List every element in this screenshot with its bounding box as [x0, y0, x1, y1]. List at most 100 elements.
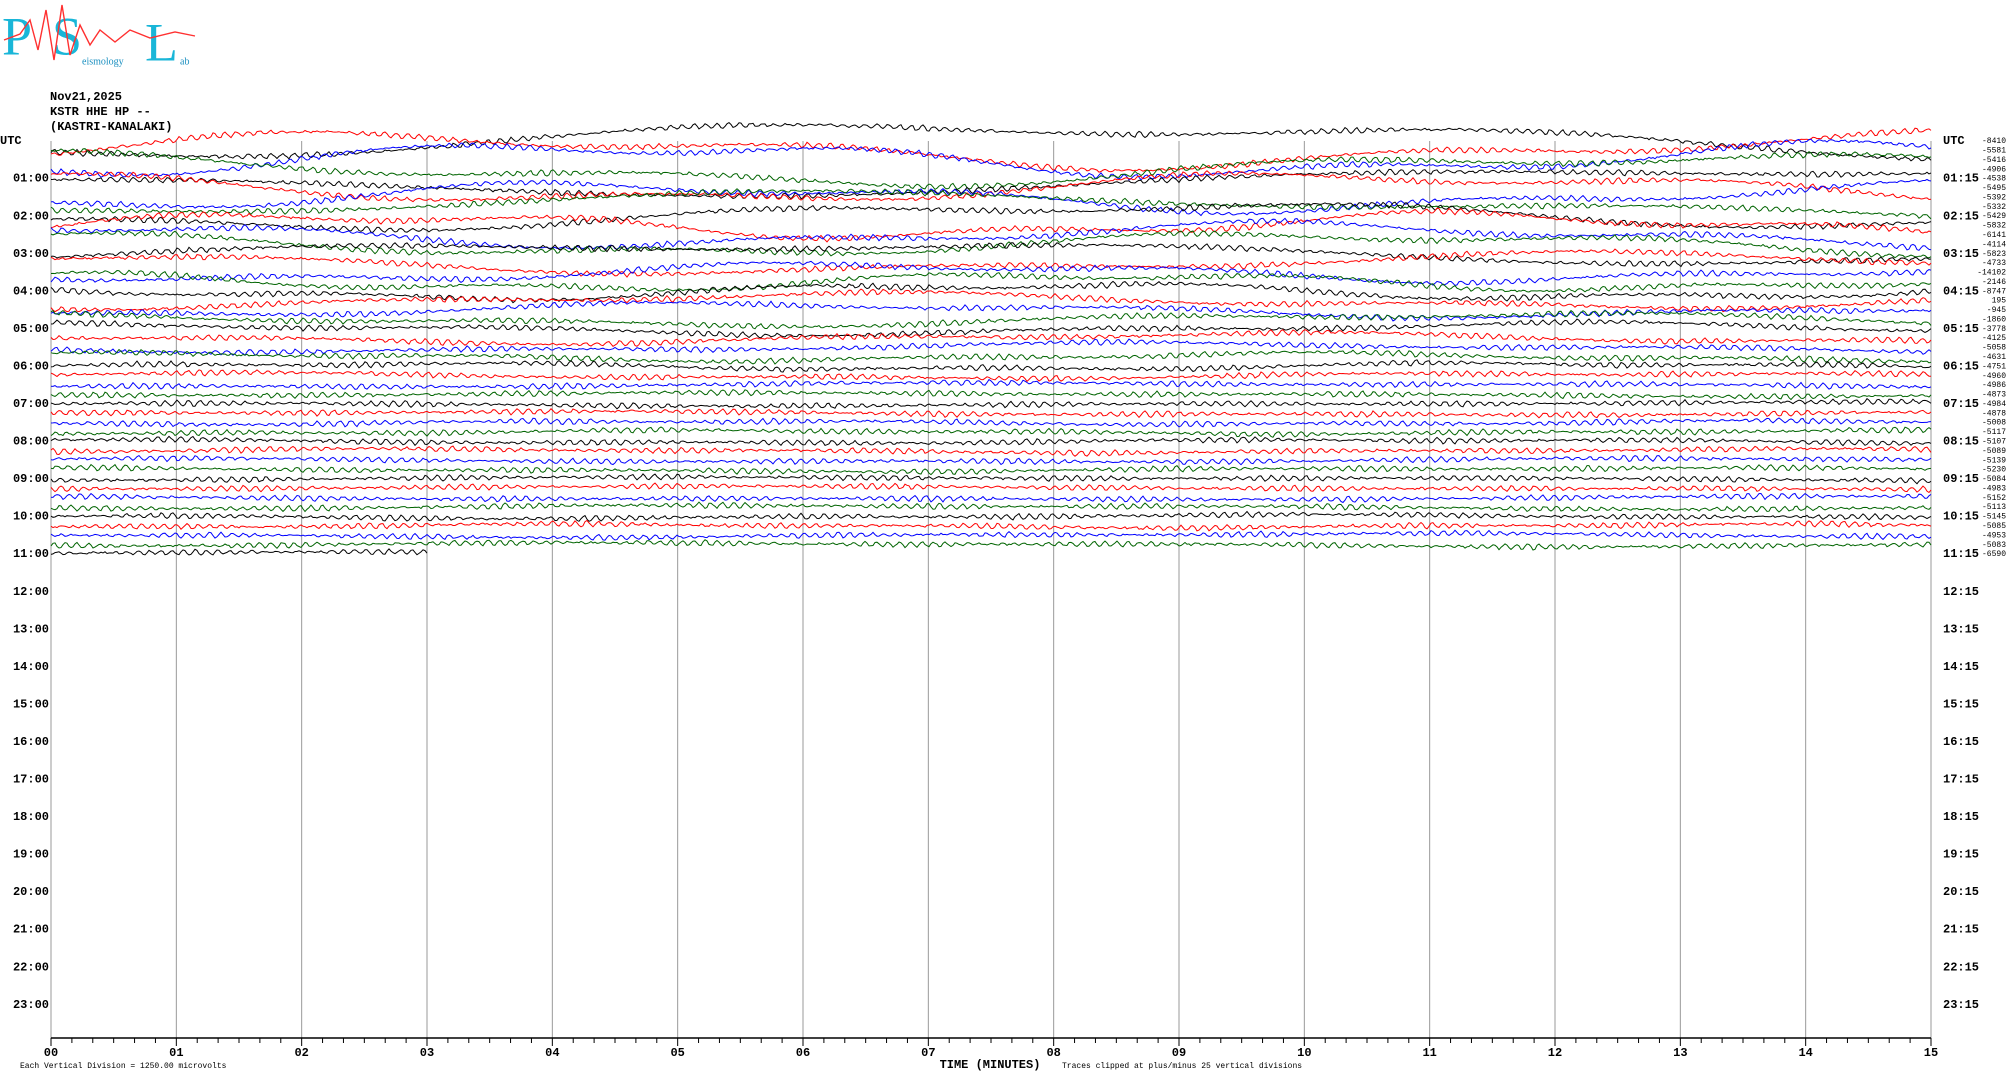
- row-label: 10:00: [13, 510, 49, 524]
- trace: [50, 148, 1932, 191]
- trace: [50, 269, 1932, 293]
- offset-label: -5117: [1982, 428, 2006, 437]
- offset-label: -5139: [1982, 456, 2006, 465]
- trace: [50, 260, 1932, 286]
- trace: [50, 338, 1932, 356]
- row-label: 13:15: [1943, 622, 1979, 636]
- trace: [50, 170, 1932, 203]
- logo-word: ab: [180, 56, 189, 67]
- trace: [50, 127, 1932, 173]
- row-label: 08:15: [1943, 435, 1979, 449]
- logo-letter: P: [2, 6, 32, 66]
- row-label: 16:15: [1943, 735, 1979, 749]
- offset-label: -5392: [1982, 193, 2006, 202]
- offset-label: -5230: [1982, 466, 2006, 475]
- row-label: 18:00: [13, 810, 49, 824]
- offset-label: -4873: [1982, 391, 2006, 400]
- row-label: 21:15: [1943, 923, 1979, 937]
- row-label: 22:15: [1943, 960, 1979, 974]
- trace: [50, 188, 1932, 220]
- trace: [50, 417, 1932, 428]
- trace: [50, 454, 1932, 466]
- x-tick-label: 15: [1924, 1046, 1938, 1060]
- trace: [50, 510, 1932, 522]
- row-label: 12:15: [1943, 585, 1979, 599]
- trace: [50, 407, 1932, 419]
- x-tick-label: 00: [44, 1046, 58, 1060]
- trace: [50, 217, 1932, 251]
- x-tick-label: 05: [670, 1046, 684, 1060]
- offset-label: -5823: [1982, 250, 2006, 259]
- offset-label: -5083: [1982, 541, 2006, 550]
- trace: [50, 397, 1932, 410]
- offset-label: -5152: [1982, 494, 2006, 503]
- row-label: 11:00: [13, 547, 49, 561]
- row-label: 01:15: [1943, 172, 1979, 186]
- logo-word: eismology: [82, 56, 124, 67]
- title: (KASTRI-KANALAKI): [50, 120, 172, 134]
- x-axis-label: TIME (MINUTES): [940, 1058, 1041, 1072]
- offset-label: -4878: [1982, 409, 2006, 418]
- row-label: 20:00: [13, 885, 49, 899]
- title: Nov21,2025: [50, 90, 122, 104]
- offset-label: -5429: [1982, 212, 2006, 221]
- trace: [50, 348, 1932, 365]
- row-label: UTC: [1943, 134, 1965, 148]
- logo: P S L eismology ab: [2, 4, 196, 72]
- row-label: 23:00: [13, 998, 49, 1012]
- trace: [50, 426, 1932, 438]
- trace: [50, 242, 1932, 268]
- row-label: 06:15: [1943, 359, 1979, 373]
- row-label: 17:15: [1943, 773, 1979, 787]
- offset-label: -6141: [1982, 231, 2006, 240]
- trace: [50, 329, 1932, 347]
- trace: [50, 207, 1932, 243]
- row-label: 21:00: [13, 923, 49, 937]
- trace: [50, 463, 1932, 476]
- trace: [50, 501, 1932, 513]
- row-label: 20:15: [1943, 885, 1979, 899]
- row-label: 09:15: [1943, 472, 1979, 486]
- row-label: 13:00: [13, 622, 49, 636]
- x-tick-label: 13: [1673, 1046, 1687, 1060]
- row-label: 03:00: [13, 247, 49, 261]
- x-tick-label: 10: [1297, 1046, 1311, 1060]
- trace: [50, 121, 1932, 162]
- trace: [50, 369, 1932, 383]
- trace: [50, 300, 1932, 322]
- title: KSTR HHE HP --: [50, 105, 151, 119]
- trace: [50, 378, 1932, 391]
- offset-label: -5058: [1982, 344, 2006, 353]
- row-label: 12:00: [13, 585, 49, 599]
- offset-label: -4983: [1982, 484, 2006, 493]
- x-tick-label: 02: [294, 1046, 308, 1060]
- row-label: 04:15: [1943, 284, 1979, 298]
- offset-label: -4733: [1982, 259, 2006, 268]
- trace: [50, 280, 1932, 304]
- row-label: 09:00: [13, 472, 49, 486]
- row-label: 08:00: [13, 435, 49, 449]
- offset-label: -8747: [1982, 287, 2006, 296]
- offset-label: -4631: [1982, 353, 2006, 362]
- trace: [50, 539, 1932, 551]
- trace: [50, 445, 1932, 457]
- row-label: 02:15: [1943, 209, 1979, 223]
- offset-label: -5008: [1982, 419, 2006, 428]
- offset-label: -5832: [1982, 222, 2006, 231]
- offset-label: -2146: [1982, 278, 2006, 287]
- row-label: 15:15: [1943, 697, 1979, 711]
- offset-label: -5581: [1982, 146, 2006, 155]
- trace: [50, 529, 1932, 541]
- offset-label: -8410: [1982, 137, 2006, 146]
- x-tick-label: 04: [545, 1046, 559, 1060]
- trace: [50, 359, 1932, 373]
- footer-note: Each Vertical Division = 1250.00 microvo…: [20, 1062, 227, 1071]
- offset-label: -4125: [1982, 334, 2006, 343]
- row-label: 06:00: [13, 359, 49, 373]
- row-label: 11:15: [1943, 547, 1979, 561]
- trace: [50, 230, 1932, 259]
- offset-label: 195: [1992, 297, 2007, 306]
- offset-label: -4906: [1982, 165, 2006, 174]
- trace: [50, 519, 1932, 532]
